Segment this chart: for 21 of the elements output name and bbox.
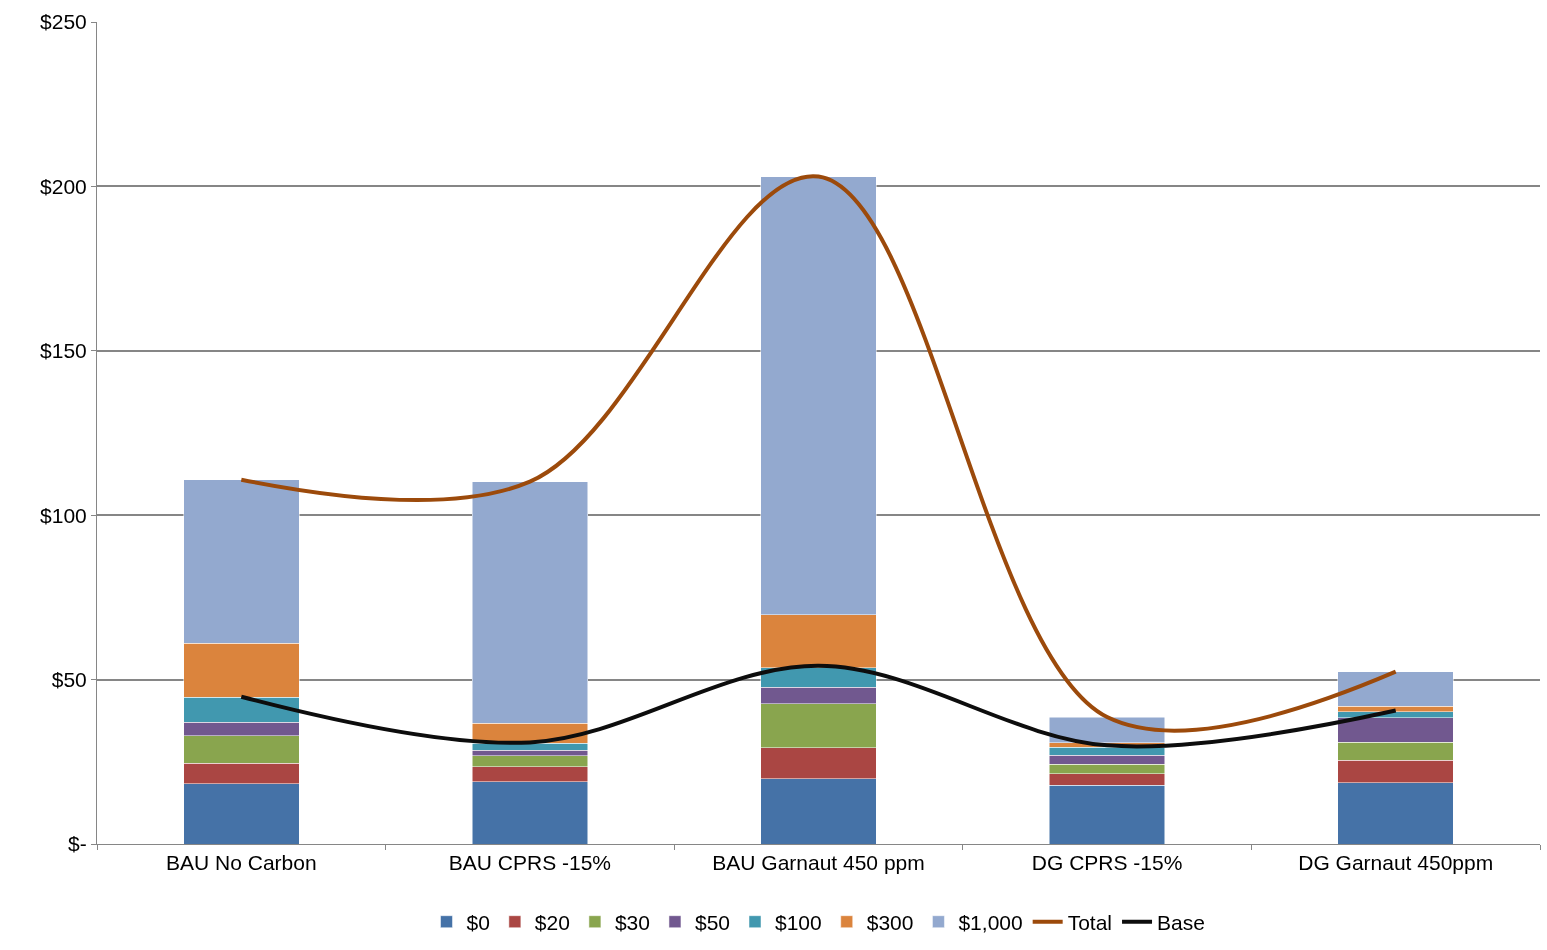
line-series	[239, 663, 1398, 749]
y-tick-label: $100	[40, 503, 87, 527]
legend-label: $0	[466, 910, 490, 934]
y-tick-label: $200	[40, 174, 87, 198]
x-tick-label: DG CPRS -15%	[1031, 851, 1183, 875]
legend-label: $1,000	[958, 910, 1023, 934]
legend-label: Base	[1157, 910, 1205, 934]
legend-label: $20	[534, 910, 570, 934]
y-tick-label: $-	[68, 832, 87, 856]
x-tick-label: BAU No Carbon	[166, 851, 317, 875]
x-tick-label: BAU Garnaut 450 ppm	[712, 851, 925, 875]
legend-label: $300	[866, 910, 914, 934]
x-tick-label: BAU CPRS -15%	[448, 851, 612, 875]
y-tick-label: $250	[40, 10, 87, 34]
legend-label: $50	[694, 910, 730, 934]
legend-label: $30	[614, 910, 650, 934]
legend-label: $100	[775, 910, 822, 934]
y-tick-label: $150	[40, 339, 87, 363]
x-tick-label: DG Garnaut 450ppm	[1298, 851, 1494, 875]
y-tick-label: $50	[51, 667, 87, 691]
legend-label: Total	[1067, 910, 1113, 934]
